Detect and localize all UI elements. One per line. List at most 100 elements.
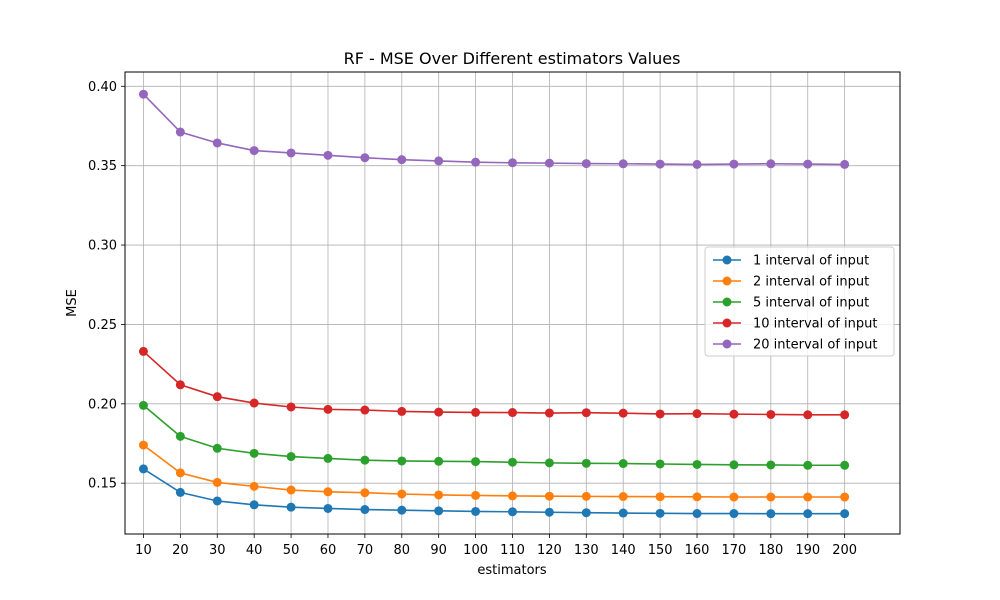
legend-marker: [722, 339, 732, 349]
series-1: [138, 464, 850, 519]
data-point: [212, 496, 222, 506]
data-point: [655, 159, 665, 169]
chart-title: RF - MSE Over Different estimators Value…: [344, 49, 681, 68]
data-point: [840, 159, 850, 169]
data-point: [692, 492, 702, 502]
data-point: [286, 502, 296, 512]
data-point: [803, 410, 813, 420]
x-tick-label: 190: [795, 543, 820, 558]
data-point: [508, 408, 517, 418]
data-point: [544, 458, 554, 468]
data-point: [397, 406, 407, 416]
data-point: [249, 448, 259, 458]
data-point: [175, 127, 185, 137]
x-tick-label: 20: [172, 543, 189, 558]
y-tick-label: 0.25: [88, 318, 117, 333]
data-point: [618, 159, 628, 169]
data-point: [766, 409, 776, 419]
data-point: [212, 443, 222, 453]
x-tick-label: 180: [758, 543, 783, 558]
data-point: [397, 456, 407, 466]
x-tick-label: 10: [135, 543, 152, 558]
x-tick-label: 120: [537, 543, 562, 558]
y-tick-label: 0.15: [88, 477, 117, 492]
data-point: [175, 431, 185, 441]
series-2: [138, 440, 850, 502]
legend-label: 5 interval of input: [753, 296, 869, 311]
legend-marker: [722, 255, 732, 265]
legend-item: 20 interval of input: [713, 338, 877, 353]
data-point: [286, 452, 296, 462]
data-point: [138, 89, 148, 99]
legend-label: 20 interval of input: [753, 338, 877, 353]
data-point: [175, 380, 185, 390]
data-point: [360, 455, 370, 465]
grid: [125, 72, 900, 534]
data-point: [138, 440, 148, 450]
data-point: [397, 155, 407, 165]
data-point: [840, 509, 850, 519]
data-point: [544, 491, 554, 501]
data-point: [508, 491, 517, 501]
data-point: [840, 460, 850, 470]
series-4: [138, 346, 850, 420]
data-point: [581, 508, 591, 518]
x-tick-label: 70: [357, 543, 374, 558]
data-point: [360, 505, 370, 515]
x-axis-label: estimators: [477, 563, 547, 578]
data-point: [471, 157, 481, 167]
x-tick-label: 200: [832, 543, 857, 558]
series-group: [138, 89, 850, 519]
data-point: [729, 492, 739, 502]
data-point: [729, 460, 739, 470]
data-point: [471, 457, 481, 467]
data-point: [286, 148, 296, 158]
legend-item: 5 interval of input: [713, 296, 869, 311]
data-point: [692, 509, 702, 519]
legend-item: 1 interval of input: [713, 254, 869, 269]
x-tick-label: 40: [246, 543, 263, 558]
data-point: [138, 464, 148, 474]
data-point: [655, 409, 665, 419]
data-point: [618, 508, 628, 518]
series-line: [143, 468, 845, 515]
data-point: [840, 410, 850, 420]
legend-entries: 1 interval of input 2 interval of input 5 …: [713, 254, 877, 353]
data-point: [360, 488, 370, 498]
data-point: [212, 477, 222, 487]
data-point: [766, 492, 776, 502]
series-line: [142, 93, 845, 166]
data-point: [508, 158, 517, 168]
data-point: [212, 392, 222, 402]
y-tick-label: 0.35: [88, 159, 117, 174]
x-tick-label: 60: [320, 543, 337, 558]
data-point: [249, 481, 259, 491]
y-axis-label: MSE: [65, 289, 80, 317]
data-point: [471, 407, 481, 417]
series-5: [138, 89, 850, 169]
data-point: [175, 487, 185, 497]
data-point: [618, 492, 628, 502]
data-point: [397, 489, 407, 499]
y-tick-label: 0.30: [88, 239, 117, 254]
x-tick-label: 30: [209, 543, 226, 558]
data-point: [655, 459, 665, 469]
data-point: [434, 456, 444, 466]
data-point: [249, 500, 259, 510]
legend-label: 1 interval of input: [753, 254, 869, 269]
data-point: [766, 509, 776, 519]
data-point: [766, 460, 776, 470]
x-tick-label: 140: [611, 543, 636, 558]
data-point: [803, 460, 813, 470]
x-tick-label: 100: [463, 543, 488, 558]
data-point: [286, 402, 296, 412]
data-point: [581, 458, 591, 468]
series-3: [138, 400, 850, 470]
data-point: [138, 400, 148, 410]
data-point: [508, 457, 517, 467]
data-point: [692, 459, 702, 469]
data-point: [434, 506, 444, 516]
legend-item: 10 interval of input: [713, 317, 877, 332]
data-point: [323, 487, 333, 497]
data-point: [729, 509, 739, 519]
